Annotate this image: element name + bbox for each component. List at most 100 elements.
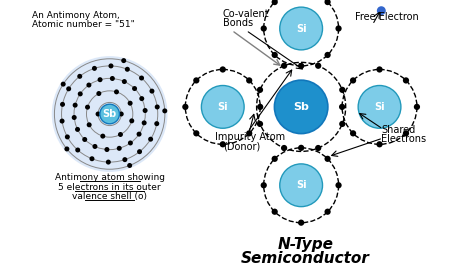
- Text: Impurity Atom: Impurity Atom: [215, 132, 285, 142]
- Circle shape: [257, 104, 263, 110]
- Circle shape: [60, 119, 65, 124]
- Circle shape: [162, 109, 167, 113]
- Circle shape: [66, 86, 71, 91]
- Circle shape: [139, 96, 144, 101]
- Circle shape: [193, 77, 199, 83]
- Circle shape: [100, 104, 120, 124]
- Circle shape: [72, 115, 76, 120]
- Text: (Donor): (Donor): [223, 142, 260, 152]
- Circle shape: [98, 77, 103, 82]
- Circle shape: [246, 77, 252, 83]
- Circle shape: [272, 209, 278, 215]
- Circle shape: [61, 82, 65, 87]
- Circle shape: [142, 120, 147, 125]
- Circle shape: [106, 160, 111, 164]
- Circle shape: [137, 149, 142, 154]
- Text: Si: Si: [296, 180, 306, 190]
- Circle shape: [324, 156, 331, 162]
- Circle shape: [350, 77, 356, 83]
- Circle shape: [339, 87, 345, 93]
- Circle shape: [92, 66, 97, 71]
- Circle shape: [298, 63, 304, 69]
- Circle shape: [324, 209, 331, 215]
- Circle shape: [129, 118, 134, 123]
- Circle shape: [82, 137, 87, 142]
- Circle shape: [154, 121, 159, 126]
- Circle shape: [280, 7, 322, 50]
- Ellipse shape: [52, 56, 168, 172]
- Circle shape: [246, 130, 252, 136]
- Circle shape: [78, 91, 83, 96]
- Circle shape: [60, 102, 65, 107]
- Circle shape: [109, 63, 114, 68]
- Circle shape: [315, 145, 322, 151]
- Circle shape: [100, 134, 105, 139]
- Text: Si: Si: [296, 23, 306, 34]
- Text: Co-valent: Co-valent: [223, 9, 269, 19]
- Circle shape: [335, 25, 342, 32]
- Text: Sb: Sb: [293, 102, 309, 112]
- Circle shape: [93, 144, 98, 149]
- Circle shape: [122, 157, 127, 162]
- Circle shape: [142, 108, 147, 113]
- Circle shape: [335, 182, 342, 188]
- Circle shape: [104, 147, 109, 152]
- Circle shape: [125, 67, 130, 72]
- Circle shape: [339, 104, 345, 110]
- Text: Sb: Sb: [103, 109, 117, 119]
- Circle shape: [182, 104, 189, 110]
- Circle shape: [110, 76, 115, 81]
- Circle shape: [324, 52, 331, 58]
- Circle shape: [298, 220, 304, 226]
- Text: valence shell (o): valence shell (o): [72, 192, 147, 201]
- Circle shape: [128, 101, 133, 106]
- Circle shape: [281, 63, 287, 69]
- Circle shape: [77, 74, 82, 79]
- Circle shape: [89, 156, 94, 161]
- Circle shape: [281, 145, 287, 151]
- Text: N-Type: N-Type: [278, 237, 333, 252]
- Text: An Antimony Atom,: An Antimony Atom,: [32, 11, 120, 20]
- Circle shape: [119, 111, 124, 116]
- Circle shape: [139, 76, 144, 81]
- Circle shape: [272, 156, 278, 162]
- Circle shape: [376, 141, 382, 147]
- Text: Free Electron: Free Electron: [354, 12, 418, 22]
- Circle shape: [257, 121, 263, 127]
- Circle shape: [96, 91, 101, 96]
- Text: Semiconductor: Semiconductor: [241, 251, 370, 264]
- Text: Atomic number = "51": Atomic number = "51": [32, 20, 135, 29]
- Text: Si: Si: [218, 102, 228, 112]
- Circle shape: [280, 164, 322, 207]
- Circle shape: [298, 145, 304, 151]
- Circle shape: [65, 134, 70, 139]
- Circle shape: [261, 25, 267, 32]
- Circle shape: [128, 140, 133, 145]
- Circle shape: [324, 0, 331, 5]
- Circle shape: [132, 86, 137, 91]
- Circle shape: [87, 122, 92, 127]
- Circle shape: [272, 0, 278, 5]
- Circle shape: [274, 80, 328, 134]
- Circle shape: [118, 132, 123, 137]
- Circle shape: [358, 86, 401, 128]
- Circle shape: [87, 83, 92, 88]
- Circle shape: [149, 89, 154, 94]
- Circle shape: [350, 130, 356, 136]
- Circle shape: [65, 147, 69, 152]
- Circle shape: [403, 130, 409, 136]
- Circle shape: [272, 52, 278, 58]
- Text: Electrons: Electrons: [382, 134, 426, 144]
- Text: 5 electrons in its outer: 5 electrons in its outer: [58, 183, 161, 192]
- Circle shape: [73, 103, 78, 108]
- Circle shape: [377, 6, 386, 15]
- Circle shape: [414, 104, 420, 110]
- Circle shape: [148, 137, 153, 142]
- Circle shape: [403, 77, 409, 83]
- Text: Si: Si: [374, 102, 385, 112]
- Circle shape: [155, 105, 160, 110]
- Circle shape: [85, 105, 90, 110]
- Text: Bonds: Bonds: [223, 18, 253, 28]
- Circle shape: [193, 130, 199, 136]
- Circle shape: [376, 66, 382, 73]
